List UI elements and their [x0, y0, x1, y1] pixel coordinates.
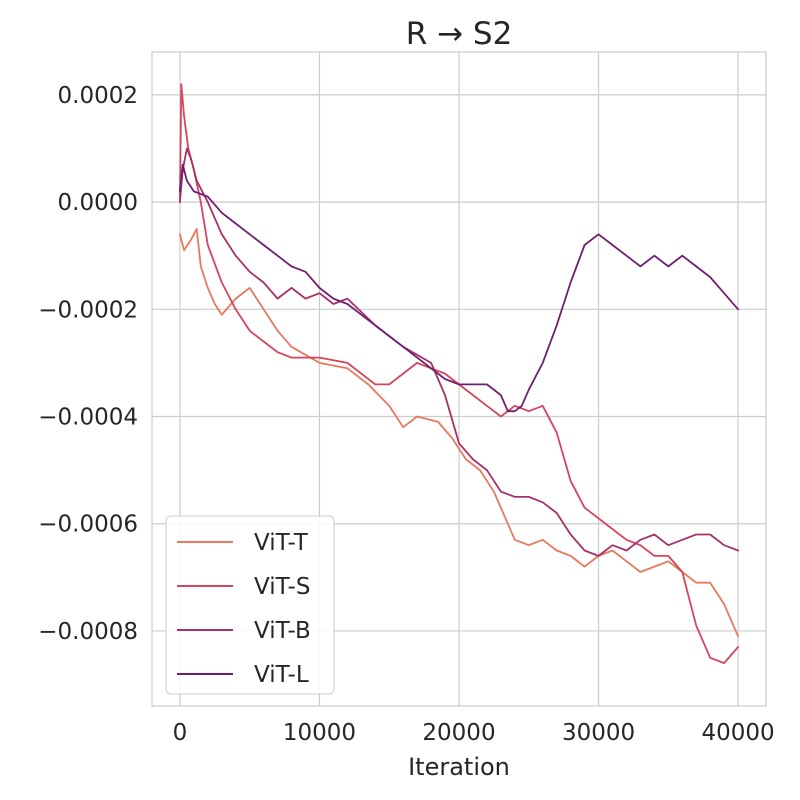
- legend-box: [165, 515, 335, 695]
- y-tick-label: −0.0002: [38, 297, 138, 323]
- x-tick-label: 0: [173, 720, 188, 746]
- x-tick-label: 30000: [562, 720, 635, 746]
- y-tick-label: −0.0006: [38, 512, 138, 538]
- series-layer: [178, 83, 739, 664]
- x-tick-label: 20000: [422, 720, 495, 746]
- series-line-vit-l: [178, 163, 739, 413]
- legend-label-vit-l: ViT-L: [254, 662, 309, 688]
- tick-labels: 0 10000 20000 30000 40000 0.0002 0.0000 −0.0002…: [38, 83, 774, 746]
- y-tick-label: 0.0000: [58, 190, 138, 216]
- chart-title: R → S2: [406, 16, 513, 52]
- series-line-vit-t: [178, 227, 739, 638]
- y-tick-label: −0.0004: [38, 405, 138, 431]
- x-tick-label: 10000: [283, 720, 356, 746]
- y-tick-label: 0.0002: [58, 83, 138, 109]
- series-line-vit-s: [178, 83, 739, 664]
- legend-label-vit-s: ViT-S: [254, 574, 310, 600]
- y-tick-label: −0.0008: [38, 619, 138, 645]
- legend-label-vit-t: ViT-T: [254, 530, 309, 556]
- plot-frame: [151, 51, 767, 707]
- x-tick-label: 40000: [702, 720, 775, 746]
- legend: ViT-T ViT-S ViT-B ViT-L: [165, 515, 335, 695]
- legend-label-vit-b: ViT-B: [254, 618, 311, 644]
- x-axis-label: Iteration: [408, 753, 510, 781]
- series-line-vit-b: [178, 147, 739, 557]
